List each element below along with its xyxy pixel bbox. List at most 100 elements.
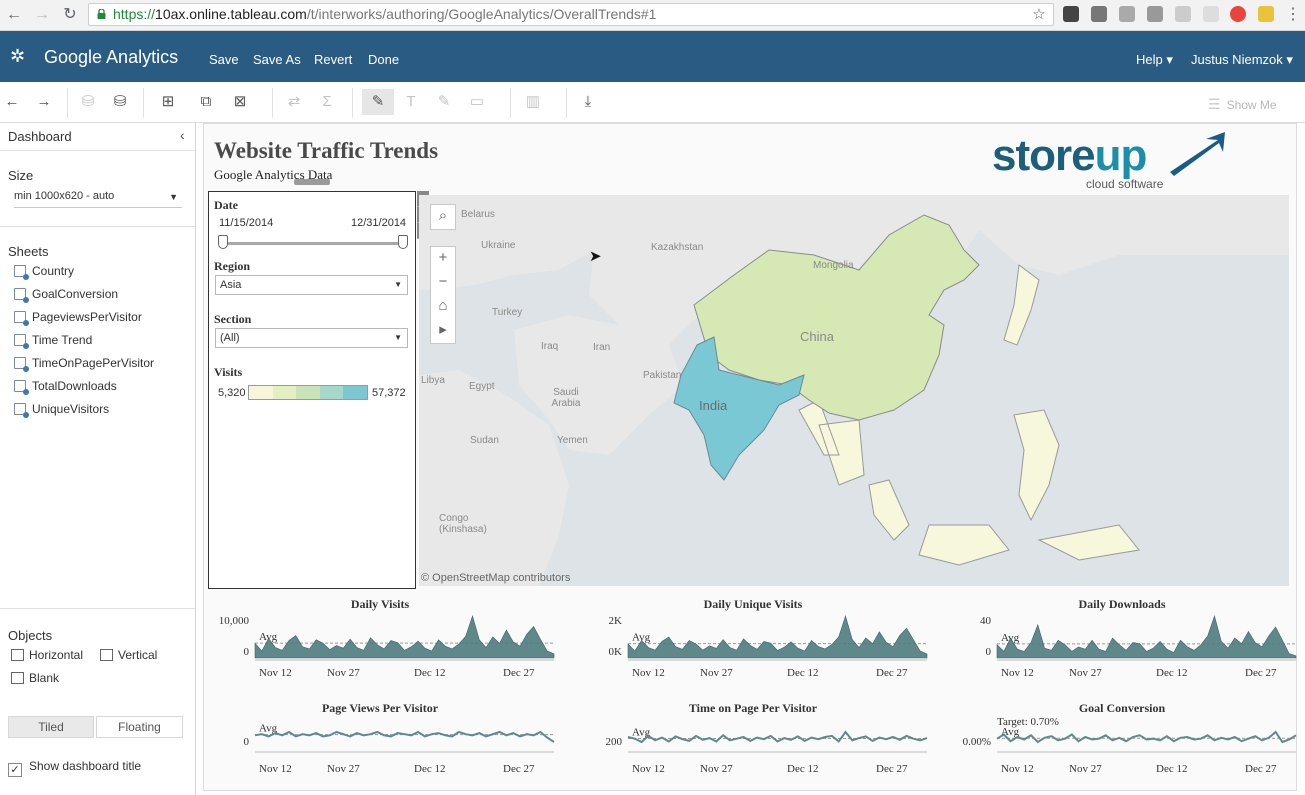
bookmark-star-icon[interactable]: ☆ — [1032, 6, 1046, 23]
sheet-item-time-trend[interactable]: Time Trend — [14, 332, 92, 350]
dashboard-tab-label[interactable]: Dashboard — [8, 129, 72, 144]
tiled-toggle[interactable]: Tiled — [8, 716, 94, 738]
extension-icon[interactable] — [1230, 6, 1246, 22]
object-horizontal[interactable]: Horizontal — [11, 648, 83, 662]
sheet-item-timeonpagepervisitor[interactable]: TimeOnPagePerVisitor — [14, 355, 154, 373]
undo-icon[interactable]: ← — [4, 93, 20, 110]
chart-title: Daily Unique Visits — [703, 597, 803, 611]
extension-icon[interactable] — [1119, 6, 1135, 22]
sheet-item-totaldownloads[interactable]: TotalDownloads — [14, 378, 117, 396]
reload-icon[interactable]: ↻ — [63, 6, 77, 23]
sheet-item-uniquevisitors[interactable]: UniqueVisitors — [14, 401, 109, 419]
date-end-value[interactable]: 12/31/2014 — [351, 217, 407, 229]
pause-updates-icon[interactable]: ⛁ — [113, 93, 127, 110]
size-dropdown[interactable]: min 1000x620 - auto ▼ — [14, 188, 182, 208]
extension-icon[interactable] — [1203, 6, 1219, 22]
new-data-source-icon[interactable]: ⛁ — [81, 93, 95, 110]
help-menu[interactable]: Help ▾ — [1136, 52, 1173, 67]
back-icon[interactable]: ← — [6, 6, 22, 23]
y-tick-label: 40 — [980, 615, 992, 627]
highlight-pen-icon[interactable]: ✎ — [362, 89, 394, 115]
swap-icon[interactable]: ⇄ — [287, 93, 301, 110]
forward-icon[interactable]: → — [34, 6, 50, 23]
legend-swatch — [249, 386, 273, 399]
y-tick-label: 10,000 — [219, 615, 250, 627]
series-area[interactable] — [996, 614, 1297, 659]
map-search-button[interactable]: ⌕ — [430, 204, 456, 230]
chart-goal-conversion[interactable]: Goal Conversion 0.00% Avg Target: 0.70% Nov … — [946, 696, 1298, 795]
dashboard-title[interactable]: Website Traffic Trends — [214, 138, 439, 163]
extension-icon[interactable] — [1175, 6, 1191, 22]
address-bar[interactable]: https://10ax.online.tableau.com/t/interw… — [88, 3, 1054, 26]
sheet-item-goalconversion[interactable]: GoalConversion — [14, 286, 118, 304]
text-label-icon[interactable]: T — [406, 93, 416, 110]
fit-icon[interactable]: ▭ — [469, 93, 485, 110]
worksheet-icon — [14, 288, 29, 303]
show-me-chart-icon[interactable]: ▥ — [525, 93, 541, 110]
extension-icon[interactable] — [1258, 6, 1274, 22]
map-shapes — [419, 195, 1289, 586]
asia-map[interactable]: Belarus Ukraine Kazakhstan Mongolia Turk… — [419, 195, 1289, 586]
save-as-button[interactable]: Save As — [253, 52, 301, 67]
series-line[interactable] — [996, 730, 1297, 744]
download-icon[interactable]: ⤓ — [584, 93, 592, 110]
clear-sheet-icon[interactable]: ⊠ — [233, 93, 247, 110]
dashboard-subtitle[interactable]: Google Analytics Data — [214, 167, 333, 182]
y-tick-label: 0 — [244, 646, 250, 658]
series-line[interactable] — [254, 730, 555, 743]
play-icon[interactable]: ▸ — [439, 321, 447, 338]
sheet-item-pageviewspervisitor[interactable]: PageviewsPerVisitor — [14, 309, 142, 327]
x-tick-label: Dec 27 — [503, 763, 535, 775]
chart-daily-downloads[interactable]: Daily Downloads 40 0 Avg Nov 12 Nov 27 Dec 12 D… — [946, 592, 1298, 692]
zoom-in-icon[interactable]: + — [438, 249, 448, 266]
annotate-icon[interactable]: ✎ — [437, 93, 451, 110]
collapse-chevron-icon[interactable]: ‹ — [180, 127, 185, 143]
zoom-out-icon[interactable]: − — [438, 273, 448, 290]
chart-time-on-page-per-visitor[interactable]: Time on Page Per Visitor 200 Avg Nov 12 Nov … — [577, 696, 929, 795]
totals-sigma-icon[interactable]: Σ — [322, 93, 332, 110]
x-tick-label: Dec 12 — [414, 763, 445, 775]
floating-toggle[interactable]: Floating — [96, 716, 183, 738]
show-dashboard-title-checkbox[interactable]: ✓ Show dashboard title — [8, 759, 141, 777]
map-attribution[interactable]: © OpenStreetMap contributors — [421, 572, 571, 584]
date-start-value[interactable]: 11/15/2014 — [219, 217, 274, 229]
revert-button[interactable]: Revert — [314, 52, 353, 67]
worksheet-icon — [14, 265, 29, 280]
extension-icon[interactable] — [1147, 6, 1163, 22]
section-dropdown[interactable]: (All) ▼ — [215, 328, 408, 348]
object-vertical[interactable]: Vertical — [100, 648, 157, 662]
show-me-button[interactable]: ☰ Show Me — [1208, 96, 1277, 113]
redo-icon[interactable]: → — [36, 93, 52, 110]
chart-daily-visits[interactable]: Daily Visits 10,000 0 Avg Nov 12 Nov 27 Dec 12… — [204, 592, 556, 692]
x-tick-label: Nov 27 — [1069, 667, 1102, 679]
slider-start-handle[interactable] — [218, 235, 228, 249]
tableau-logo-icon[interactable]: ✲ — [10, 46, 26, 66]
filter-panel: Date 11/15/2014 12/31/2014 Region Asia ▼ … — [208, 191, 416, 589]
x-tick-label: Dec 27 — [876, 667, 908, 679]
series-area[interactable] — [627, 614, 928, 659]
menu-kebab-icon[interactable]: ⋮ — [1285, 6, 1301, 23]
user-menu[interactable]: Justus Niemzok ▾ — [1191, 52, 1293, 67]
done-button[interactable]: Done — [368, 52, 400, 67]
new-sheet-icon[interactable]: ⊞ — [161, 93, 175, 110]
drag-handle[interactable] — [294, 179, 330, 185]
extension-icon[interactable] — [1091, 6, 1107, 22]
map-label: China — [800, 329, 834, 344]
sheet-item-country[interactable]: Country — [14, 263, 74, 281]
date-range-slider[interactable] — [223, 242, 403, 245]
save-button[interactable]: Save — [209, 52, 239, 67]
y-tick-label: 200 — [606, 736, 623, 748]
toolbar-divider — [143, 88, 144, 118]
object-blank[interactable]: Blank — [11, 671, 59, 685]
slider-end-handle[interactable] — [398, 235, 408, 249]
series-area[interactable] — [254, 614, 555, 659]
map-label: Libya — [421, 375, 445, 386]
chart-daily-unique-visits[interactable]: Daily Unique Visits 2K 0K Avg Nov 12 Nov 27 De… — [577, 592, 929, 692]
y-tick-label: 0K — [609, 646, 623, 658]
home-icon[interactable]: ⌂ — [438, 297, 448, 314]
extension-icon[interactable] — [1063, 6, 1079, 22]
duplicate-sheet-icon[interactable]: ⧉ — [200, 93, 212, 110]
chart-page-views-per-visitor[interactable]: Page Views Per Visitor 0 Avg Nov 12 Nov 27 De… — [204, 696, 556, 795]
region-dropdown[interactable]: Asia ▼ — [215, 275, 408, 295]
series-line[interactable] — [627, 730, 928, 744]
